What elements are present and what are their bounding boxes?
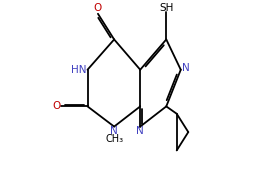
- Text: CH₃: CH₃: [105, 134, 123, 144]
- Text: N: N: [110, 126, 118, 136]
- Text: N: N: [136, 126, 144, 136]
- Text: N: N: [182, 63, 190, 73]
- Text: HN: HN: [71, 65, 87, 75]
- Text: SH: SH: [159, 3, 174, 13]
- Text: O: O: [52, 101, 61, 111]
- Text: O: O: [94, 3, 102, 13]
